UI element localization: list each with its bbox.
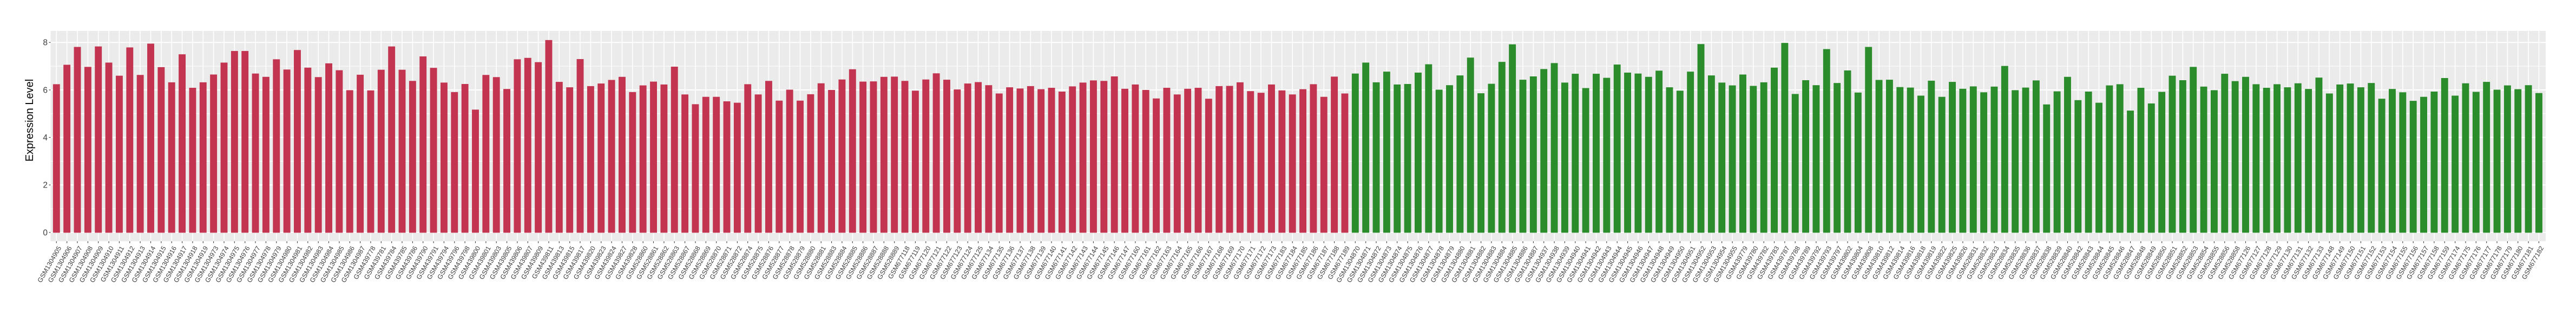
svg-text:6: 6	[43, 86, 48, 95]
svg-text:0: 0	[43, 228, 48, 237]
svg-text:Expression Level: Expression Level	[24, 79, 36, 161]
svg-text:2: 2	[43, 181, 48, 190]
svg-text:8: 8	[43, 38, 48, 48]
svg-text:4: 4	[43, 133, 48, 143]
